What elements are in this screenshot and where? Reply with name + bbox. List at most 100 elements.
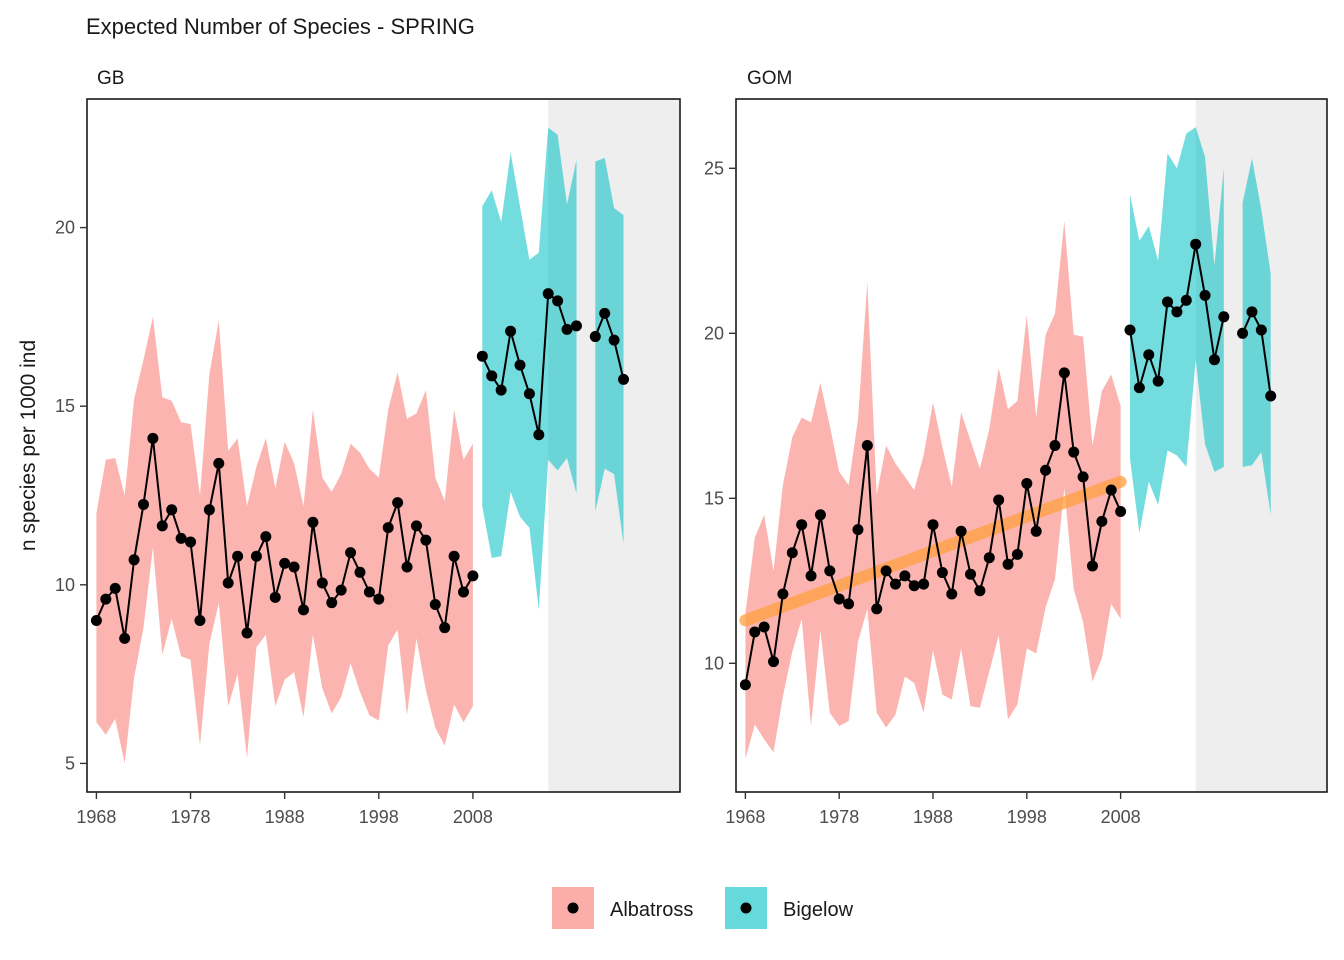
data-point-albatross	[871, 603, 883, 615]
data-point-albatross	[983, 552, 995, 564]
series-line-bigelow	[594, 310, 625, 380]
data-point-albatross	[90, 615, 102, 627]
data-point-albatross	[401, 561, 413, 573]
data-point-albatross	[288, 561, 300, 573]
data-point-albatross	[429, 598, 441, 610]
data-point-bigelow	[533, 429, 545, 441]
data-point-albatross	[833, 593, 845, 605]
x-tick-label: 1978	[819, 807, 859, 827]
data-point-albatross	[297, 604, 309, 616]
ribbon-bigelow	[482, 127, 577, 610]
ribbon-albatross	[96, 316, 473, 764]
data-point-albatross	[354, 566, 366, 578]
data-point-albatross	[861, 440, 873, 451]
data-point-bigelow	[1124, 324, 1136, 336]
data-point-albatross	[345, 547, 357, 559]
x-tick-label: 2008	[453, 807, 493, 827]
data-point-albatross	[232, 550, 244, 562]
panel-gb: GB 1968 1978 1988 1998 2008 5 10 15 20 n species p…	[17, 68, 681, 827]
data-point-albatross	[1096, 515, 1108, 527]
data-point-albatross	[1040, 464, 1052, 476]
data-point-albatross	[203, 504, 215, 516]
ribbon-bigelow	[1130, 127, 1224, 533]
data-point-albatross	[1105, 484, 1117, 496]
data-point-albatross	[326, 597, 338, 609]
panel-gom: GOM 1968 1978 1988 1998 2008 10 15 20 25	[704, 68, 1328, 827]
data-point-bigelow	[561, 323, 573, 335]
data-point-albatross	[1011, 548, 1023, 560]
data-point-albatross	[955, 525, 967, 537]
data-point-albatross	[185, 536, 197, 548]
data-point-bigelow	[514, 359, 526, 371]
data-point-albatross	[739, 679, 751, 691]
data-point-albatross	[100, 593, 112, 605]
data-point-bigelow	[505, 325, 517, 337]
x-tick-label: 1988	[265, 807, 305, 827]
data-point-bigelow	[1133, 382, 1145, 394]
data-point-albatross	[965, 568, 977, 580]
data-point-albatross	[908, 580, 920, 592]
data-point-albatross	[1068, 446, 1080, 458]
data-point-albatross	[796, 519, 808, 531]
data-point-albatross	[241, 627, 253, 639]
data-point-albatross	[1002, 558, 1014, 570]
data-point-albatross	[109, 582, 121, 594]
data-point-albatross	[467, 570, 479, 582]
panel-label: GOM	[747, 68, 792, 89]
data-point-albatross	[439, 622, 451, 634]
data-point-albatross	[843, 598, 855, 610]
data-point-bigelow	[1162, 296, 1174, 308]
data-point-albatross	[1049, 440, 1061, 451]
panel-border	[735, 98, 1328, 793]
data-point-albatross	[918, 578, 930, 590]
data-point-albatross	[927, 519, 939, 531]
data-point-bigelow	[1218, 311, 1230, 323]
data-point-albatross	[269, 591, 281, 603]
data-point-bigelow	[1152, 375, 1164, 387]
legend-point	[740, 902, 752, 914]
x-tick-label: 2008	[1101, 807, 1141, 827]
x-tick-label: 1998	[359, 807, 399, 827]
data-point-albatross	[768, 656, 780, 668]
data-point-albatross	[852, 524, 864, 536]
y-tick-label: 20	[55, 218, 75, 238]
data-point-albatross	[936, 567, 948, 579]
data-point-albatross	[156, 520, 168, 532]
ribbon-bigelow	[595, 157, 624, 544]
data-point-albatross	[410, 520, 422, 532]
legend-label-bigelow: Bigelow	[783, 899, 854, 921]
data-point-albatross	[213, 457, 225, 469]
data-point-albatross	[316, 577, 328, 589]
plot-area	[739, 99, 1327, 792]
data-point-albatross	[194, 615, 206, 627]
x-tick-label: 1968	[76, 807, 116, 827]
data-point-albatross	[1058, 367, 1070, 379]
data-point-albatross	[147, 432, 159, 444]
data-point-albatross	[307, 516, 319, 528]
legend: Albatross Bigelow	[552, 887, 854, 929]
chart-title: Expected Number of Species - SPRING	[86, 14, 475, 39]
data-point-bigelow	[486, 370, 498, 382]
data-point-bigelow	[1208, 354, 1220, 366]
data-point-albatross	[392, 497, 404, 509]
data-point-albatross	[373, 593, 385, 605]
data-point-bigelow	[476, 350, 488, 362]
data-point-albatross	[363, 586, 375, 598]
y-tick-label: 10	[704, 653, 724, 673]
series-line-bigelow	[1241, 309, 1272, 397]
data-point-albatross	[335, 584, 347, 596]
panel-border	[86, 98, 681, 793]
data-point-bigelow	[523, 388, 535, 400]
data-point-albatross	[119, 632, 131, 644]
data-point-bigelow	[1171, 306, 1183, 318]
data-point-bigelow	[1255, 324, 1267, 336]
y-tick-label: 20	[704, 323, 724, 343]
data-point-albatross	[993, 494, 1005, 506]
trend-line	[739, 475, 1127, 627]
data-point-albatross	[166, 504, 178, 516]
legend-label-albatross: Albatross	[610, 899, 693, 921]
data-point-albatross	[420, 534, 432, 546]
data-point-albatross	[1086, 560, 1098, 572]
data-point-bigelow	[1143, 349, 1155, 361]
